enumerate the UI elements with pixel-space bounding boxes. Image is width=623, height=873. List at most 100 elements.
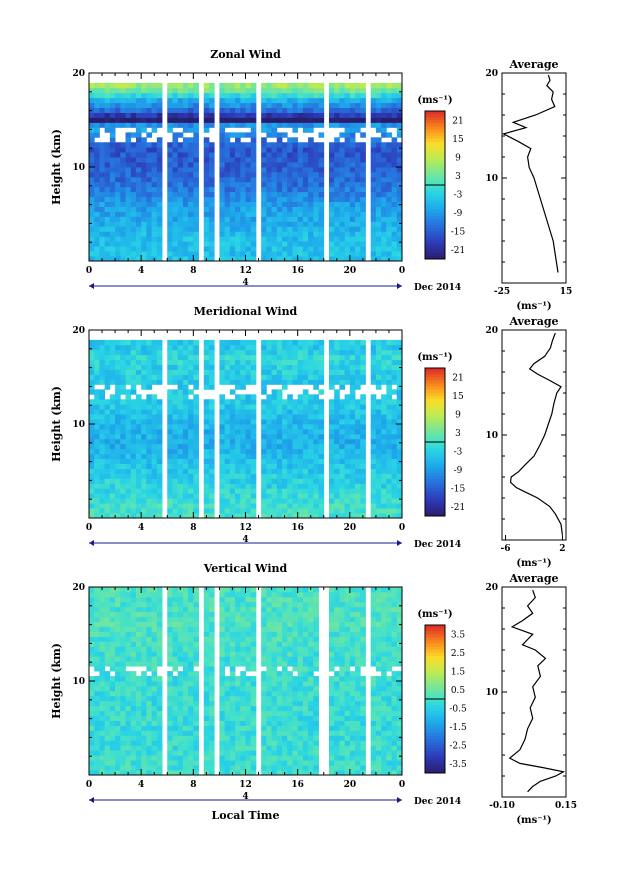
heatmap-cells bbox=[89, 82, 403, 262]
y-tick-label: 10 bbox=[72, 420, 85, 430]
average-y-tick-label: 20 bbox=[485, 69, 498, 79]
colorbar-tick-label: 21 bbox=[452, 116, 463, 126]
day-bar-arrow-left bbox=[89, 540, 94, 546]
x-tick-label: 16 bbox=[291, 523, 304, 533]
y-tick-label: 20 bbox=[72, 326, 85, 336]
colorbar-unit: (ms⁻¹) bbox=[417, 352, 452, 363]
colorbar-tick-label: -1.5 bbox=[449, 723, 467, 733]
y-axis-label: Height (km) bbox=[50, 643, 63, 719]
colorbar-tick-label: -9 bbox=[454, 466, 463, 476]
average-x-tick-label: 15 bbox=[560, 287, 573, 297]
y-tick-label: 10 bbox=[72, 677, 85, 687]
panel-1: Meridional Wind 10 20 Height (km) 0 4 8 12 16 20 0… bbox=[50, 305, 567, 569]
panel-title: Meridional Wind bbox=[194, 305, 298, 318]
average-x-axis-label: (ms⁻¹) bbox=[516, 301, 551, 312]
average-y-tick-label: 10 bbox=[485, 174, 498, 184]
colorbar-tick-label: 15 bbox=[452, 135, 464, 145]
colorbar-tick-label: -3 bbox=[454, 190, 463, 200]
day-bar-arrow-left bbox=[89, 283, 94, 289]
colorbar-tick-label: -0.5 bbox=[449, 704, 467, 714]
x-tick-label: 8 bbox=[190, 780, 196, 790]
average-y-tick-label: 10 bbox=[485, 688, 498, 698]
average-y-tick-label: 20 bbox=[485, 326, 498, 336]
day-label: 4 bbox=[242, 792, 248, 802]
average-profile-line bbox=[509, 332, 563, 535]
average-frame bbox=[501, 329, 567, 541]
date-label: Dec 2014 bbox=[414, 283, 461, 293]
x-tick-label: 4 bbox=[138, 780, 144, 790]
x-tick-label: 4 bbox=[138, 266, 144, 276]
colorbar-tick-label: -2.5 bbox=[449, 741, 467, 751]
x-tick-label: 12 bbox=[239, 266, 252, 276]
average-title: Average bbox=[508, 572, 558, 585]
colorbar-tick-label: 3 bbox=[455, 429, 461, 439]
colorbar-tick-label: -3.5 bbox=[449, 760, 467, 770]
day-bar-arrow-right bbox=[397, 797, 402, 803]
y-tick-label: 20 bbox=[72, 583, 85, 593]
panel-0: Zonal Wind 10 20 Height (km) 0 4 8 12 16 20 0 4 Dec … bbox=[50, 48, 572, 312]
colorbar: 21 15 9 3 -3 -9 -15 -21 bbox=[424, 110, 466, 260]
x-tick-label: 20 bbox=[344, 523, 357, 533]
average-profile-line bbox=[508, 589, 566, 793]
x-tick-label: 8 bbox=[190, 523, 196, 533]
day-label: 4 bbox=[242, 535, 248, 545]
colorbar: 21 15 9 3 -3 -9 -15 -21 bbox=[424, 367, 466, 517]
colorbar-tick-label: -15 bbox=[451, 484, 466, 494]
average-x-tick-label: -25 bbox=[494, 287, 510, 297]
x-tick-label: 12 bbox=[239, 780, 252, 790]
average-x-axis-label: (ms⁻¹) bbox=[516, 815, 551, 826]
date-label: Dec 2014 bbox=[414, 540, 461, 550]
average-y-tick-label: 20 bbox=[485, 583, 498, 593]
x-tick-label: 4 bbox=[138, 523, 144, 533]
x-tick-label: 12 bbox=[239, 523, 252, 533]
x-tick-label: 0 bbox=[399, 266, 405, 276]
day-label: 4 bbox=[242, 278, 248, 288]
x-tick-label: 0 bbox=[86, 780, 92, 790]
x-tick-label: 8 bbox=[190, 266, 196, 276]
panel-title: Vertical Wind bbox=[203, 562, 288, 575]
colorbar-tick-label: 9 bbox=[455, 410, 461, 420]
average-x-tick-label: 2 bbox=[559, 544, 565, 554]
colorbar-tick-label: -9 bbox=[454, 209, 463, 219]
colorbar-tick-label: -3 bbox=[454, 447, 463, 457]
x-tick-label: 16 bbox=[291, 780, 304, 790]
colorbar-tick-label: -21 bbox=[451, 503, 466, 513]
average-title: Average bbox=[508, 315, 558, 328]
colorbar-unit: (ms⁻¹) bbox=[417, 95, 452, 106]
x-tick-label: 0 bbox=[86, 266, 92, 276]
average-x-tick-label: 0.15 bbox=[555, 801, 577, 811]
average-x-tick-label: -6 bbox=[501, 544, 511, 554]
x-axis-label: Local Time bbox=[212, 809, 280, 822]
average-profile-line bbox=[501, 74, 559, 273]
colorbar-tick-label: 3.5 bbox=[451, 630, 466, 640]
day-bar-arrow-right bbox=[397, 540, 402, 546]
y-axis-label: Height (km) bbox=[50, 129, 63, 205]
colorbar-tick-label: 9 bbox=[455, 153, 461, 163]
colorbar: 3.5 2.5 1.5 0.5 -0.5 -1.5 -2.5 -3.5 bbox=[424, 624, 467, 774]
y-axis-label: Height (km) bbox=[50, 386, 63, 462]
average-panel: Average 10 20 -6 2 (ms⁻¹) bbox=[485, 315, 567, 569]
colorbar-tick-label: -15 bbox=[451, 227, 466, 237]
colorbar-tick-label: 3 bbox=[455, 172, 461, 182]
y-tick-label: 10 bbox=[72, 163, 85, 173]
colorbar-tick-label: 0.5 bbox=[451, 686, 466, 696]
date-label: Dec 2014 bbox=[414, 797, 461, 807]
day-bar-arrow-left bbox=[89, 797, 94, 803]
colorbar-unit: (ms⁻¹) bbox=[417, 609, 452, 620]
x-tick-label: 0 bbox=[399, 780, 405, 790]
average-panel: Average 10 20 -25 15 (ms⁻¹) bbox=[485, 58, 572, 312]
heatmap-cells bbox=[89, 339, 403, 519]
colorbar-tick-label: 21 bbox=[452, 373, 463, 383]
average-x-tick-label: -0.10 bbox=[489, 801, 515, 811]
average-panel: Average 10 20 -0.10 0.15 (ms⁻¹) bbox=[485, 572, 576, 826]
average-title: Average bbox=[508, 58, 558, 71]
colorbar-tick-label: 2.5 bbox=[451, 649, 466, 659]
y-tick-label: 20 bbox=[72, 69, 85, 79]
panel-2: Vertical Wind 10 20 Height (km) 0 4 8 12 16 20 0 4 D… bbox=[50, 562, 577, 826]
average-x-axis-label: (ms⁻¹) bbox=[516, 558, 551, 569]
x-tick-label: 0 bbox=[86, 523, 92, 533]
average-y-tick-label: 10 bbox=[485, 431, 498, 441]
x-tick-label: 0 bbox=[399, 523, 405, 533]
colorbar-tick-label: -21 bbox=[451, 246, 466, 256]
